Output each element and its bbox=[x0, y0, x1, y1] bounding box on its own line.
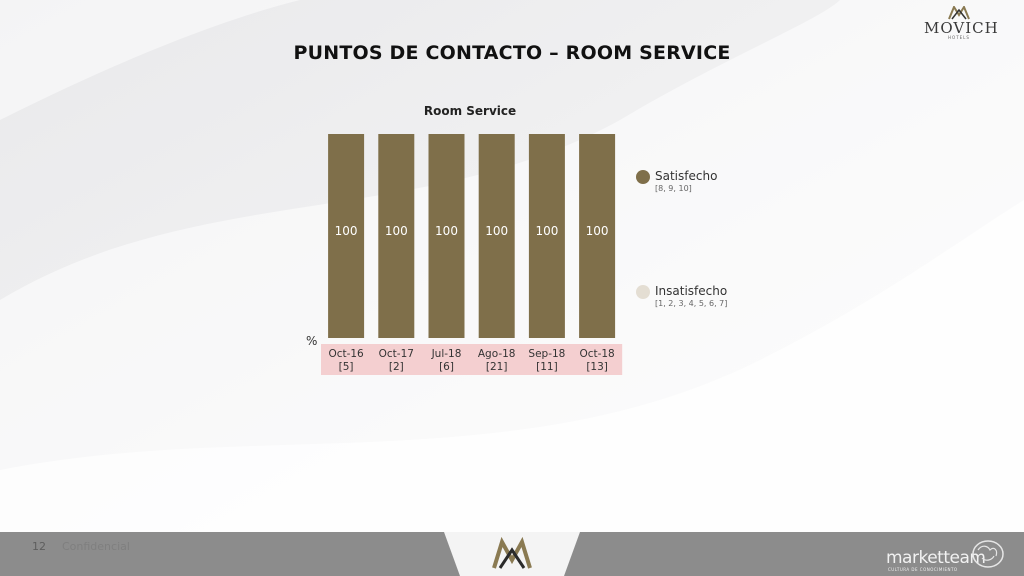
x-tick-label-4: Sep-18 bbox=[528, 348, 565, 360]
bar-satisfecho-5 bbox=[579, 134, 616, 338]
x-tick-count-5: [13] bbox=[586, 361, 608, 373]
page-title: PUNTOS DE CONTACTO – ROOM SERVICE bbox=[293, 42, 731, 64]
legend-label-insatisfecho: Insatisfecho bbox=[655, 284, 728, 298]
bar-satisfecho-3 bbox=[478, 134, 515, 338]
data-label-5: 100 bbox=[586, 224, 609, 238]
bar-satisfecho-2 bbox=[428, 134, 465, 338]
bar-satisfecho-4 bbox=[528, 134, 565, 338]
category-band bbox=[321, 344, 623, 375]
brand-name: MOVICH bbox=[924, 19, 999, 37]
x-tick-label-2: Jul-18 bbox=[431, 348, 462, 360]
footer-brain-icon bbox=[972, 540, 1004, 568]
footer-confidential: Confidencial bbox=[62, 540, 130, 553]
data-label-3: 100 bbox=[485, 224, 508, 238]
bar-satisfecho-0 bbox=[328, 134, 365, 338]
brand-logo: MOVICH HOTELS bbox=[924, 6, 999, 40]
x-tick-label-1: Oct-17 bbox=[379, 348, 414, 360]
footer-company-tagline: CULTURA DE CONOCIMIENTO bbox=[888, 567, 958, 572]
movich-logo-icon bbox=[948, 6, 970, 20]
data-label-1: 100 bbox=[385, 224, 408, 238]
brand-subtitle: HOTELS bbox=[948, 35, 970, 40]
data-label-2: 100 bbox=[435, 224, 458, 238]
legend-range-insatisfecho: [1, 2, 3, 4, 5, 6, 7] bbox=[655, 299, 728, 308]
x-tick-count-1: [2] bbox=[389, 361, 404, 373]
x-tick-count-4: [11] bbox=[536, 361, 558, 373]
legend-swatch-insatisfecho bbox=[636, 285, 650, 299]
x-tick-count-3: [21] bbox=[486, 361, 508, 373]
chart-title: Room Service bbox=[423, 104, 517, 118]
x-tick-label-3: Ago-18 bbox=[478, 348, 516, 360]
x-tick-count-2: [6] bbox=[439, 361, 454, 373]
x-tick-label-0: Oct-16 bbox=[328, 348, 364, 360]
footer-page-number: 12 bbox=[32, 540, 46, 553]
legend-range-satisfecho: [8, 9, 10] bbox=[655, 184, 692, 193]
data-label-4: 100 bbox=[535, 224, 558, 238]
footer-company-logo: marketteam bbox=[886, 548, 986, 568]
bar-satisfecho-1 bbox=[378, 134, 415, 338]
x-tick-count-0: [5] bbox=[339, 361, 354, 373]
legend-label-satisfecho: Satisfecho bbox=[655, 169, 718, 183]
x-tick-label-5: Oct-18 bbox=[579, 348, 614, 360]
footer-center-panel bbox=[444, 532, 580, 576]
y-axis-label: % bbox=[306, 334, 318, 348]
data-label-0: 100 bbox=[335, 224, 358, 238]
footer-logo-icon bbox=[492, 536, 532, 569]
legend-swatch-satisfecho bbox=[636, 170, 650, 184]
